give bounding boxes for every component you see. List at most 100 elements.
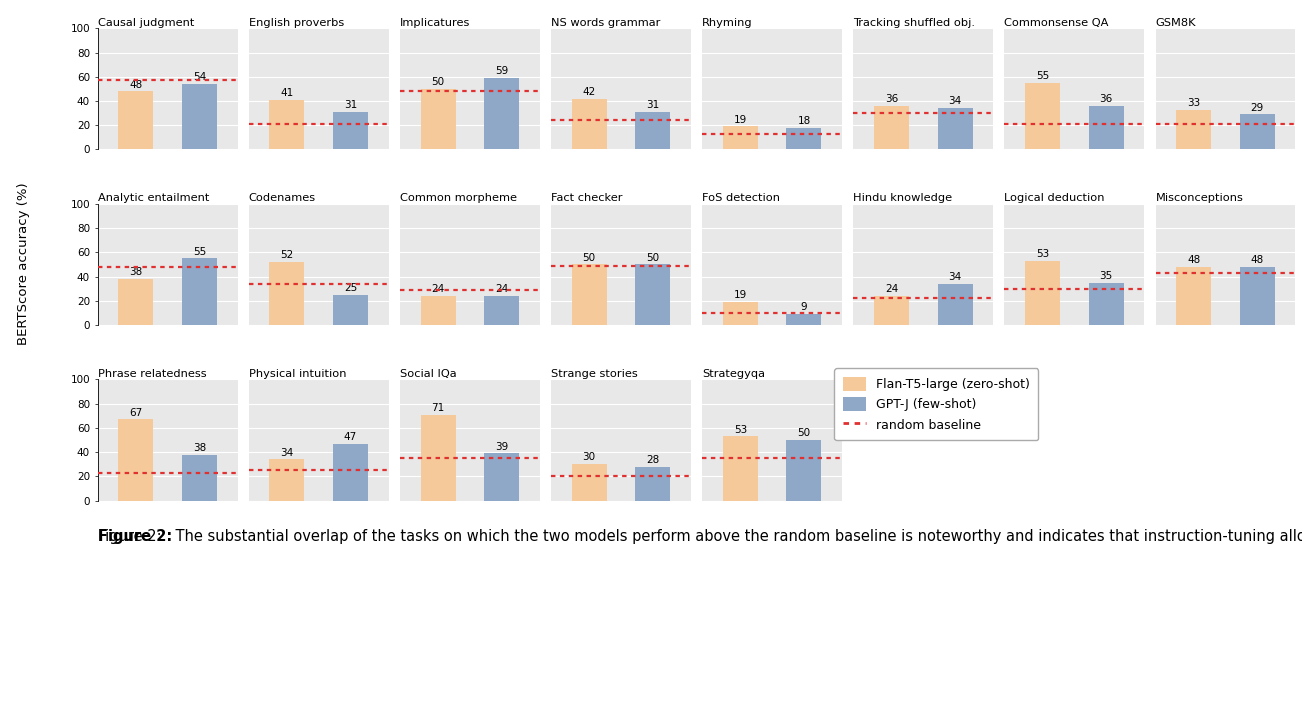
Bar: [572, 264, 607, 325]
Text: English proverbs: English proverbs: [249, 18, 344, 28]
Text: 31: 31: [344, 100, 357, 110]
Text: Logical deduction: Logical deduction: [1004, 193, 1105, 203]
Text: Social IQa: Social IQa: [400, 368, 457, 378]
Bar: [786, 440, 822, 501]
Bar: [723, 126, 758, 150]
Bar: [937, 109, 973, 150]
Text: Codenames: Codenames: [249, 193, 316, 203]
Bar: [786, 314, 822, 325]
Text: 38: 38: [129, 267, 142, 277]
Bar: [572, 464, 607, 501]
Text: 53: 53: [734, 425, 747, 435]
Text: Common morpheme: Common morpheme: [400, 193, 517, 203]
Text: 71: 71: [431, 403, 445, 413]
Text: Fact checker: Fact checker: [551, 193, 622, 203]
Text: Analytic entailment: Analytic entailment: [98, 193, 210, 203]
Bar: [1088, 283, 1124, 325]
Bar: [182, 454, 217, 501]
Text: Figure 2:   The substantial overlap of the tasks on which the two models perform: Figure 2: The substantial overlap of the…: [98, 529, 1302, 544]
Text: 36: 36: [885, 94, 898, 104]
Text: 34: 34: [948, 272, 962, 282]
Text: 18: 18: [797, 116, 811, 126]
Bar: [1025, 261, 1060, 325]
Text: 30: 30: [582, 452, 596, 462]
Bar: [1088, 106, 1124, 150]
Bar: [333, 112, 368, 150]
Text: Tracking shuffled obj.: Tracking shuffled obj.: [853, 18, 975, 28]
Text: 34: 34: [280, 447, 293, 457]
Bar: [421, 296, 456, 325]
Bar: [723, 302, 758, 325]
Bar: [118, 279, 154, 325]
Bar: [1176, 109, 1211, 150]
Bar: [786, 128, 822, 150]
Text: NS words grammar: NS words grammar: [551, 18, 660, 28]
Text: 28: 28: [646, 455, 659, 465]
Text: 24: 24: [885, 284, 898, 294]
Bar: [484, 78, 519, 150]
Bar: [635, 112, 671, 150]
Bar: [182, 84, 217, 150]
Legend: Flan-T5-large (zero-shot), GPT-J (few-shot), random baseline: Flan-T5-large (zero-shot), GPT-J (few-sh…: [835, 368, 1038, 440]
Text: 24: 24: [495, 284, 508, 294]
Text: 50: 50: [646, 253, 659, 263]
Text: FoS detection: FoS detection: [702, 193, 780, 203]
Text: BERTScore accuracy (%): BERTScore accuracy (%): [17, 182, 30, 346]
Text: Causal judgment: Causal judgment: [98, 18, 194, 28]
Text: 52: 52: [280, 250, 293, 261]
Text: 47: 47: [344, 432, 357, 442]
Bar: [421, 89, 456, 150]
Bar: [723, 437, 758, 501]
Text: 9: 9: [801, 302, 807, 312]
Bar: [118, 92, 154, 150]
Text: Commonsense QA: Commonsense QA: [1004, 18, 1109, 28]
Text: 50: 50: [797, 428, 811, 438]
Text: 35: 35: [1100, 271, 1113, 281]
Text: 50: 50: [582, 253, 596, 263]
Bar: [270, 262, 305, 325]
Text: 36: 36: [1100, 94, 1113, 104]
Text: 67: 67: [129, 408, 142, 417]
Text: 55: 55: [193, 246, 206, 256]
Text: Strategyqa: Strategyqa: [702, 368, 766, 378]
Text: Strange stories: Strange stories: [551, 368, 638, 378]
Text: 31: 31: [646, 100, 659, 110]
Text: 24: 24: [431, 284, 445, 294]
Bar: [118, 420, 154, 501]
Text: 54: 54: [193, 72, 206, 82]
Text: 29: 29: [1251, 102, 1264, 113]
Text: 48: 48: [129, 80, 142, 89]
Bar: [874, 296, 909, 325]
Text: 19: 19: [734, 290, 747, 300]
Text: 53: 53: [1036, 249, 1049, 259]
Bar: [333, 444, 368, 501]
Bar: [874, 106, 909, 150]
Bar: [937, 284, 973, 325]
Text: Hindu knowledge: Hindu knowledge: [853, 193, 953, 203]
Text: 33: 33: [1187, 98, 1200, 108]
Bar: [421, 415, 456, 501]
Text: 48: 48: [1187, 255, 1200, 265]
Text: 59: 59: [495, 66, 508, 76]
Bar: [635, 264, 671, 325]
Text: Figure 2:: Figure 2:: [98, 529, 172, 544]
Text: 50: 50: [431, 77, 445, 87]
Text: GSM8K: GSM8K: [1156, 18, 1197, 28]
Bar: [182, 258, 217, 325]
Bar: [484, 453, 519, 501]
Text: 19: 19: [734, 114, 747, 125]
Text: 38: 38: [193, 443, 206, 453]
Text: 48: 48: [1251, 255, 1264, 265]
Text: 41: 41: [280, 88, 293, 98]
Text: Misconceptions: Misconceptions: [1156, 193, 1243, 203]
Text: 34: 34: [948, 97, 962, 106]
Bar: [270, 459, 305, 501]
Text: 39: 39: [495, 442, 508, 452]
Bar: [484, 296, 519, 325]
Text: Physical intuition: Physical intuition: [249, 368, 346, 378]
Text: 42: 42: [582, 87, 596, 97]
Bar: [1240, 114, 1275, 150]
Bar: [270, 100, 305, 150]
Bar: [572, 99, 607, 150]
Bar: [1240, 267, 1275, 325]
